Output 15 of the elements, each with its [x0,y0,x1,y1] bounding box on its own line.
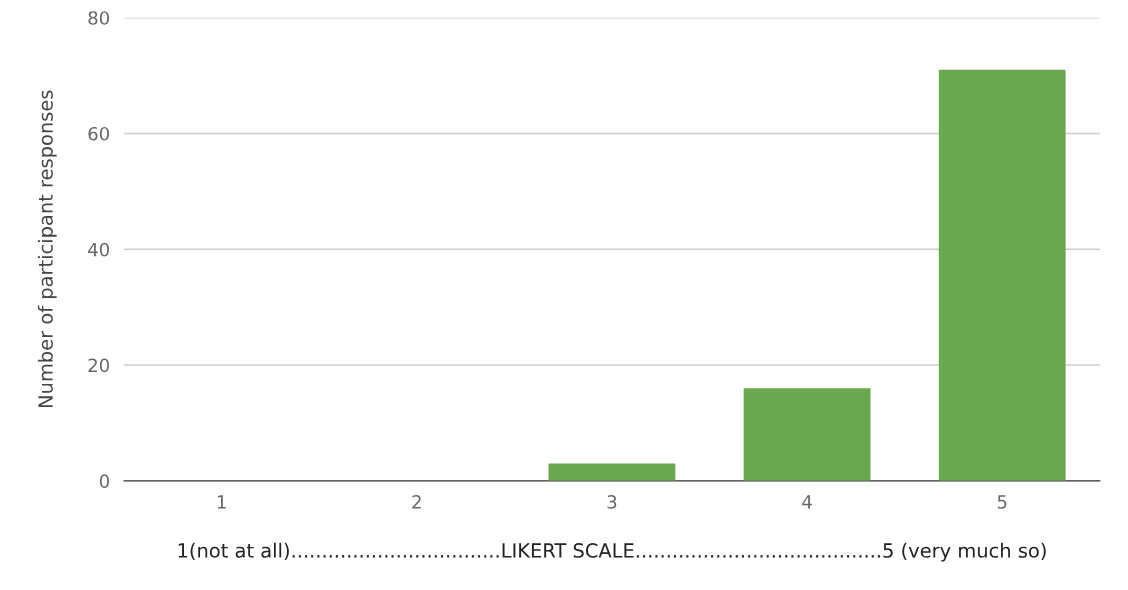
x-tick-label: 4 [802,495,812,509]
x-tick-label: 2 [412,495,421,509]
y-tick-label: 60 [88,126,109,141]
y-tick-label: 0 [99,474,109,488]
bar [938,69,1066,481]
x-tick-label: 5 [997,495,1007,509]
y-tick-label: 80 [88,11,109,25]
bar [743,388,871,481]
y-tick-label: 20 [88,358,109,373]
x-axis-title: 1(not at all)..................................LIKERT SCALE........................................5 (very much so) [178,542,1046,562]
bar [548,463,676,481]
x-tick-label: 1 [217,495,226,509]
x-tick-label: 3 [607,495,617,509]
y-tick-label: 40 [88,242,109,257]
y-axis-title: Number of participant responses [37,90,57,408]
